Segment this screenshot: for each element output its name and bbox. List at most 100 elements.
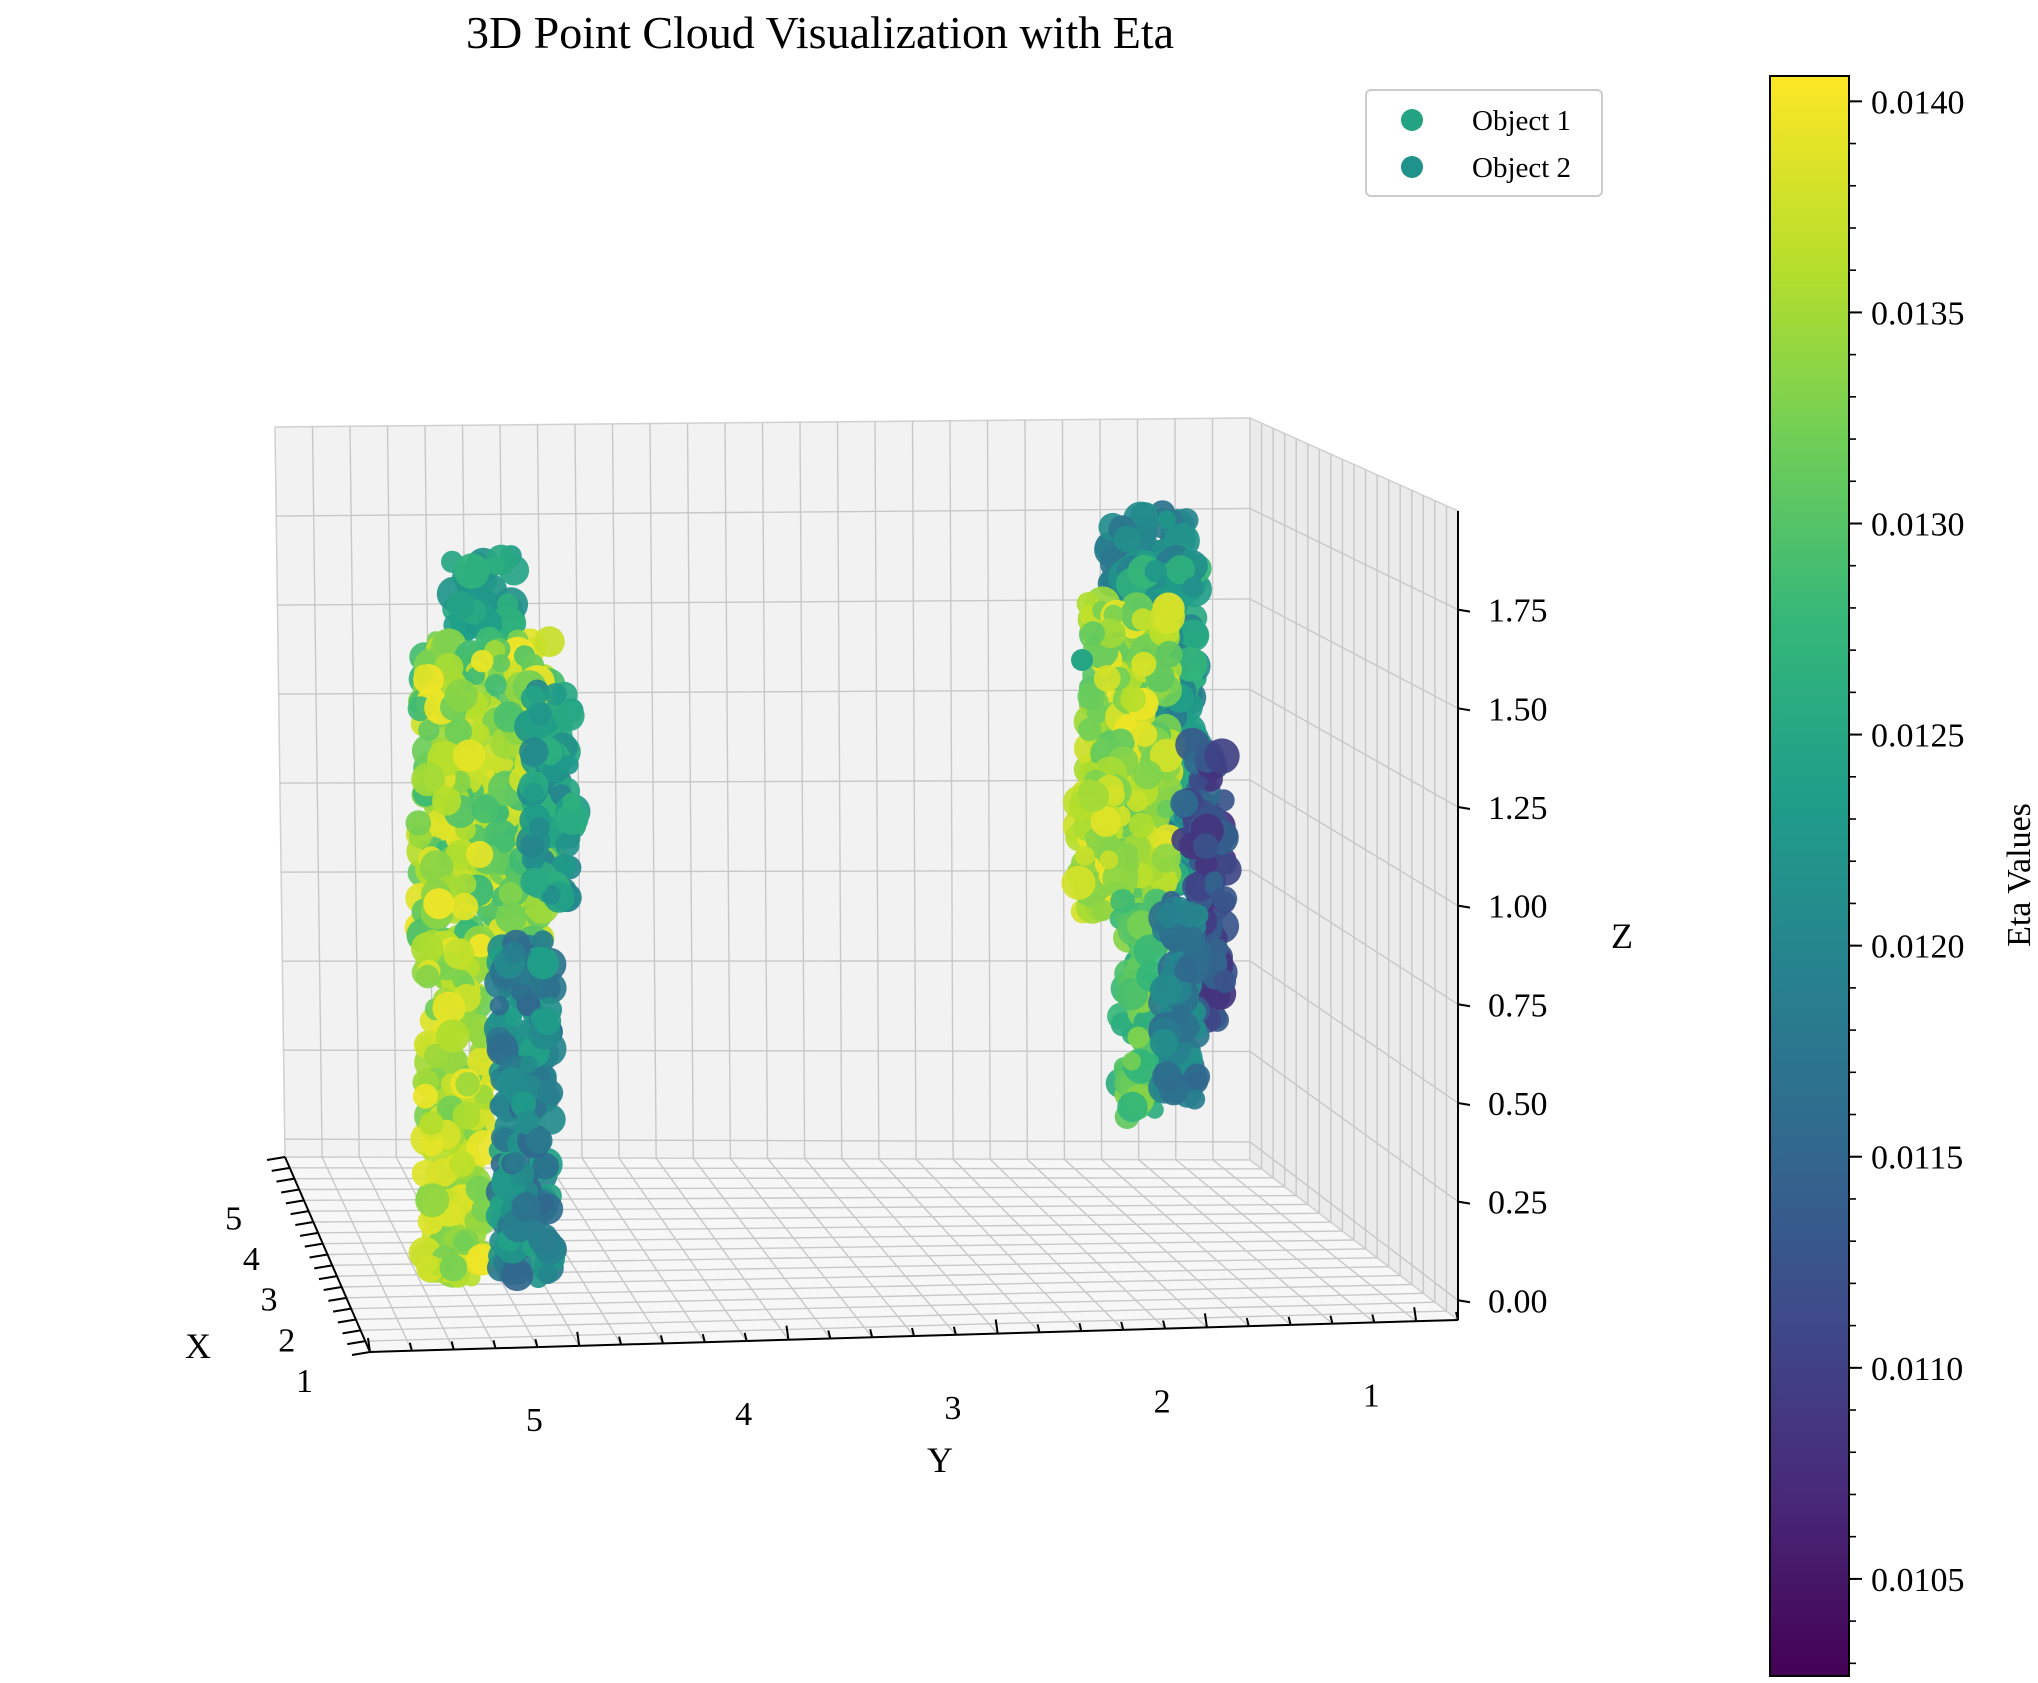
- point: [559, 755, 579, 775]
- point: [1175, 901, 1202, 928]
- point: [1172, 1004, 1191, 1024]
- grid-line: [351, 1283, 1412, 1310]
- point: [1183, 1063, 1211, 1090]
- chart-title: 3D Point Cloud Visualization with Eta: [466, 7, 1174, 58]
- point: [1090, 806, 1122, 837]
- y-axis-tick: [1245, 1317, 1250, 1327]
- point: [1151, 843, 1181, 873]
- point: [1074, 846, 1095, 866]
- legend-label-object-1: Object 1: [1472, 105, 1571, 137]
- x-axis-tick: [285, 1199, 305, 1205]
- grid-line: [836, 421, 843, 1159]
- point: [527, 947, 560, 980]
- x-axis-tick: [318, 1275, 338, 1281]
- z-tick-label: 1.75: [1488, 593, 1548, 630]
- z-tick-label: 1.50: [1488, 691, 1548, 728]
- point: [1113, 525, 1140, 553]
- point: [1208, 939, 1229, 959]
- y-axis-tick: [1120, 1321, 1125, 1331]
- grid-line: [311, 426, 323, 1158]
- point: [411, 762, 445, 797]
- z-axis-label: Z: [1611, 916, 1633, 956]
- point: [1211, 886, 1238, 912]
- z-tick-label: 1.25: [1488, 790, 1548, 827]
- point: [446, 591, 475, 619]
- point: [529, 817, 550, 838]
- point: [504, 1008, 523, 1027]
- grid-line: [911, 421, 917, 1159]
- point: [412, 1083, 438, 1109]
- y-axis-tick: [743, 1332, 748, 1342]
- grid-line: [724, 422, 732, 1159]
- y-axis-label: Y: [927, 1440, 953, 1480]
- point: [432, 991, 466, 1025]
- point: [452, 739, 486, 772]
- x-axis-tick: [295, 1221, 314, 1226]
- point: [1061, 865, 1096, 900]
- point: [439, 1253, 468, 1282]
- point: [537, 1079, 564, 1106]
- point: [1078, 717, 1102, 742]
- point: [1212, 969, 1237, 994]
- grid-line: [611, 423, 620, 1159]
- point: [454, 553, 490, 589]
- point: [1150, 599, 1185, 634]
- point: [520, 833, 545, 859]
- point-cloud-object-1: [404, 544, 591, 1292]
- point: [491, 654, 511, 673]
- grid-line: [986, 420, 991, 1160]
- y-axis-tick: [827, 1330, 832, 1339]
- point: [544, 683, 567, 706]
- x-axis-tick: [314, 1264, 333, 1270]
- y-axis-tick: [367, 1337, 371, 1353]
- grid-line: [649, 423, 657, 1159]
- colorbar-tick-label: 0.0140: [1871, 84, 1965, 121]
- z-axis-tick: [1457, 904, 1471, 909]
- y-axis-tick: [1413, 1307, 1418, 1322]
- y-tick-label: 1: [1363, 1377, 1380, 1414]
- point: [1131, 651, 1157, 677]
- point: [1149, 974, 1182, 1007]
- point: [1077, 682, 1105, 711]
- point: [1155, 640, 1183, 668]
- point: [471, 649, 494, 673]
- point: [1149, 1029, 1179, 1058]
- point: [465, 1175, 493, 1203]
- x-tick-label: 3: [261, 1282, 278, 1319]
- grid-line: [360, 1301, 1435, 1332]
- y-axis-tick: [1036, 1324, 1041, 1333]
- y-axis-tick: [534, 1338, 539, 1348]
- grid-line: [686, 423, 694, 1159]
- x-axis-tick: [337, 1318, 356, 1324]
- colorbar-tick-label: 0.0105: [1871, 1562, 1965, 1599]
- point: [444, 717, 472, 746]
- point: [1174, 958, 1199, 983]
- grid-line: [349, 426, 360, 1158]
- point: [467, 722, 490, 746]
- y-axis-tick: [1371, 1314, 1376, 1323]
- point: [1152, 1061, 1183, 1092]
- point: [1122, 1052, 1141, 1071]
- point: [1144, 560, 1167, 583]
- y-axis-tick: [911, 1327, 915, 1337]
- point: [1132, 722, 1158, 747]
- point: [405, 810, 432, 836]
- legend: Object 1 Object 2: [1365, 89, 1603, 197]
- colorbar-gradient: [1769, 75, 1850, 1677]
- point: [466, 840, 494, 869]
- y-axis-tick: [952, 1326, 957, 1336]
- point: [1133, 934, 1168, 968]
- point: [515, 1110, 540, 1135]
- y-axis-tick: [1329, 1315, 1334, 1324]
- y-tick-label: 3: [944, 1390, 961, 1427]
- point: [1128, 812, 1154, 838]
- colorbar-tick-label: 0.0135: [1871, 295, 1965, 332]
- point-cloud: [404, 500, 1242, 1292]
- point: [443, 938, 475, 970]
- z-axis-tick: [1457, 608, 1471, 613]
- grid-line: [761, 422, 769, 1159]
- point: [1166, 555, 1195, 585]
- point: [1132, 760, 1162, 790]
- point: [420, 1133, 444, 1157]
